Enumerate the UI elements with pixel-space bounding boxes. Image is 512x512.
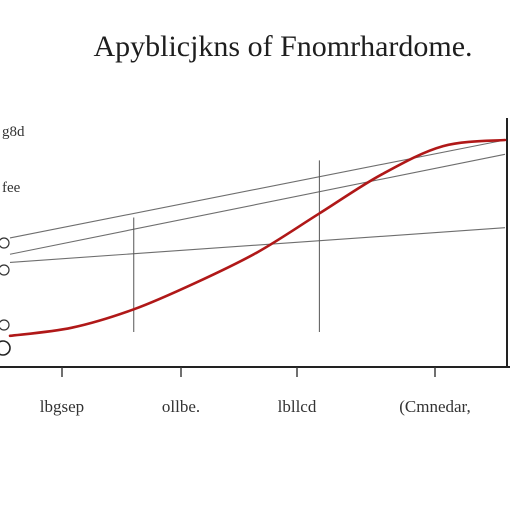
x-tick-label-0: lbgsep	[40, 397, 84, 416]
y-axis-marker-0	[0, 237, 10, 249]
vertical-reference-lines	[133, 160, 320, 332]
chart-title: Apyblicjkns of Fnomrhardome.	[93, 30, 472, 63]
x-tick-label-2: lbllcd	[278, 397, 317, 416]
x-tick-label-3: (Cmnedar,	[399, 397, 471, 416]
y-axis-marker-1	[0, 264, 10, 276]
data-point-0-4	[256, 251, 259, 253]
data-point-0-7	[442, 145, 444, 147]
axes	[0, 118, 510, 368]
data-point-0-3	[194, 282, 197, 284]
y-axis-marker-2	[0, 319, 10, 331]
y-tick-label-1: fee	[2, 180, 21, 196]
data-point-0-0	[9, 335, 11, 337]
data-point-0-6	[380, 173, 383, 176]
guide-line-0	[9, 139, 506, 239]
x-tick-label-1: ollbe.	[162, 397, 200, 416]
series-layer	[8, 138, 507, 338]
y-axis-marker-3	[0, 340, 11, 356]
y-axis-decorations: g8d fee	[0, 124, 25, 356]
data-point-0-5	[318, 212, 321, 215]
y-tick-label-0: g8d	[2, 124, 25, 140]
guide-line-1	[9, 153, 506, 255]
x-ticks: lbgsep ollbe. lbllcd (Cmnedar,	[40, 367, 471, 416]
data-point-0-8	[504, 139, 506, 141]
guide-line-2	[9, 227, 506, 263]
data-point-0-1	[71, 326, 73, 329]
data-point-0-2	[132, 308, 135, 311]
guide-lines	[9, 139, 506, 263]
